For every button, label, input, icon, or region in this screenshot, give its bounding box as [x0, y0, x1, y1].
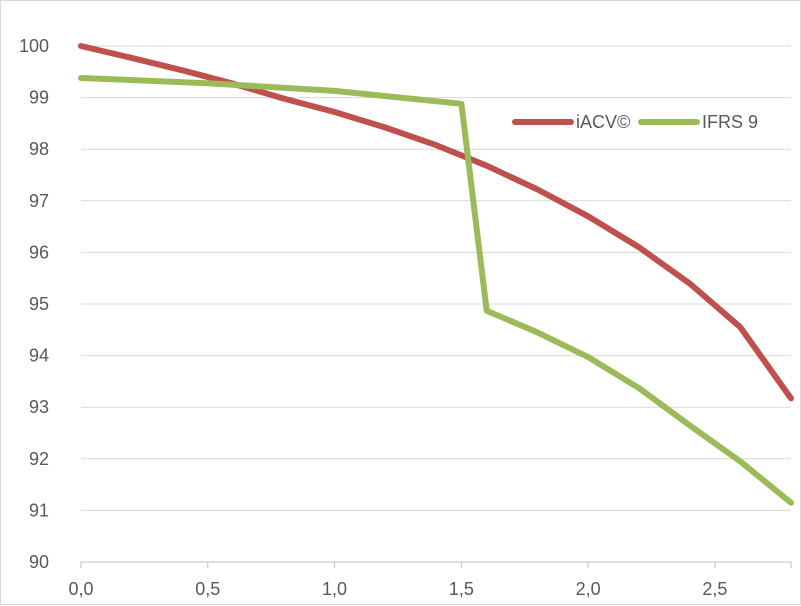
y-tick-label: 97	[29, 191, 49, 211]
y-tick-label: 96	[29, 242, 49, 262]
legend-item-1: iACV©	[512, 112, 630, 132]
series-line-2	[78, 75, 794, 506]
y-tick-label: 98	[29, 139, 49, 159]
legend-label: IFRS 9	[702, 112, 758, 132]
x-tick-label: 2,0	[576, 579, 601, 599]
x-tick-label: 1,5	[449, 579, 474, 599]
axes	[80, 561, 792, 568]
x-tick-label: 0,5	[195, 579, 220, 599]
y-tick-label: 93	[29, 397, 49, 417]
x-tick-label: 1,0	[322, 579, 347, 599]
y-tick-label: 92	[29, 449, 49, 469]
y-tick-labels: 90 91 92 93 94 95 96 97 98 99 100	[19, 36, 49, 572]
series-line-1	[78, 43, 794, 402]
x-tick-label: 2,5	[702, 579, 727, 599]
y-tick-label: 100	[19, 36, 49, 56]
y-tick-label: 95	[29, 294, 49, 314]
grid-lines	[81, 45, 791, 511]
y-tick-label: 99	[29, 88, 49, 108]
series-lines	[78, 43, 794, 506]
legend-label: iACV©	[576, 112, 630, 132]
y-tick-label: 90	[29, 552, 49, 572]
x-tick-labels: 0,0 0,5 1,0 1,5 2,0 2,5	[68, 579, 727, 599]
y-tick-label: 91	[29, 500, 49, 520]
legend: iACV© IFRS 9	[512, 112, 758, 132]
x-tick-label: 0,0	[68, 579, 93, 599]
y-tick-label: 94	[29, 346, 49, 366]
legend-item-2: IFRS 9	[638, 112, 758, 132]
